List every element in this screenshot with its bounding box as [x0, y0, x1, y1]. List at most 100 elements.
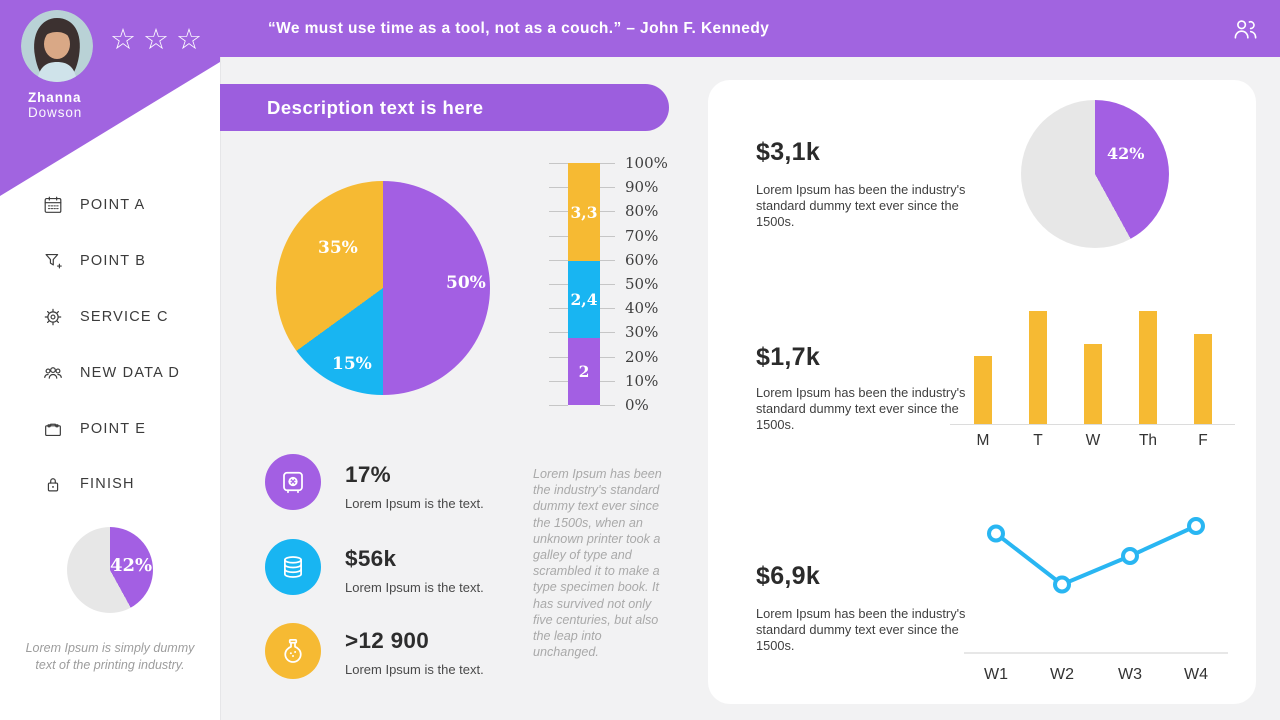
stacked-segment: 3,3 [568, 163, 600, 262]
gridline [549, 308, 568, 310]
section-value: $3,1k [756, 138, 821, 166]
data-point-W1 [987, 524, 1005, 543]
bar-M [974, 356, 992, 424]
gridline [600, 211, 615, 213]
gridline [549, 235, 568, 237]
sidebar-item-label: POINT B [80, 253, 147, 269]
stacked-segment: 2,4 [568, 261, 600, 338]
user-name: Zhanna Dowson [28, 90, 82, 120]
section-value: $1,7k [756, 343, 821, 371]
data-point-W4 [1187, 517, 1205, 535]
sidebar-pie-chart: 42% [67, 527, 153, 613]
sidebar-item-finish[interactable]: FINISH [42, 471, 135, 497]
safe-icon [283, 471, 303, 494]
gridline [549, 405, 568, 406]
gridline [600, 187, 615, 189]
sidebar-item-label: FINISH [80, 476, 135, 492]
axis-tick-label: 90% [625, 178, 659, 197]
gridline [600, 332, 615, 334]
axis-tick-label: 10% [625, 371, 659, 390]
line-category-label: W3 [1118, 666, 1142, 683]
gridline [549, 187, 568, 189]
stat-value: >12 900 [345, 628, 430, 653]
quote-text: “We must use time as a tool, not as a co… [268, 19, 770, 37]
bar-category-label: Th [1138, 432, 1158, 449]
description-banner: Description text is here [220, 84, 669, 131]
gridline [600, 259, 615, 261]
side-note-text: Lorem Ipsum has been the industry's stan… [533, 467, 662, 660]
section-text: Lorem Ipsum has been the industry's stan… [756, 182, 966, 229]
sidebar-item-label: POINT E [80, 421, 147, 437]
gridline [549, 163, 568, 164]
rating-stars: ☆☆☆ [110, 24, 209, 56]
gridline [549, 356, 568, 358]
gridline [600, 163, 615, 164]
line-category-label: W1 [984, 666, 1008, 683]
stat-icon-circle [265, 539, 321, 595]
axis-tick-label: 70% [625, 226, 659, 245]
weekly-line-chart: W1 W2 W3 W4 [950, 500, 1240, 700]
axis-tick-label: 80% [625, 202, 659, 221]
stat-value: $56k [345, 546, 397, 571]
sidebar: ☆☆☆ Zhanna Dowson POINT A POINT B [0, 0, 221, 720]
sidebar-item-service-c[interactable]: SERVICE C [42, 304, 169, 330]
sidebar-item-new-data-d[interactable]: NEW DATA D [42, 360, 180, 386]
gridline [549, 259, 568, 261]
stat-label: Lorem Ipsum is the text. [345, 496, 484, 511]
stat-label: Lorem Ipsum is the text. [345, 580, 484, 595]
users-icon [44, 367, 62, 379]
quote-bar: “We must use time as a tool, not as a co… [220, 0, 1280, 57]
lock-icon [47, 478, 59, 492]
flask-icon [284, 638, 302, 663]
bar-Th [1139, 311, 1157, 424]
line-series [994, 524, 1198, 587]
axis-tick-label: 30% [625, 323, 659, 342]
weekday-bar-chart: M T W Th F [950, 305, 1235, 455]
users-icon[interactable] [1230, 14, 1260, 44]
bar-category-label: T [1033, 432, 1043, 449]
gridline [600, 284, 615, 285]
section-value: $6,9k [756, 562, 821, 590]
bar-chart-baseline [950, 424, 1235, 425]
user-first-name: Zhanna [28, 90, 82, 105]
axis-tick-label: 0% [625, 395, 649, 414]
description-banner-title: Description text is here [267, 96, 484, 118]
sidebar-caption: Lorem Ipsum is simply dummy text of the … [25, 641, 195, 672]
user-last-name: Dowson [28, 105, 83, 120]
database-icon [284, 556, 302, 578]
sidebar-item-point-a[interactable]: POINT A [42, 192, 145, 218]
stat-value: 17% [345, 462, 391, 487]
stacked-segment: 2 [568, 337, 600, 405]
gridline [600, 308, 615, 310]
section-text: Lorem Ipsum has been the industry's stan… [756, 606, 966, 653]
sidebar-pie-value: 42% [110, 555, 153, 576]
data-point-W3 [1121, 547, 1139, 565]
axis-tick-label: 100% [625, 153, 668, 172]
line-category-label: W2 [1050, 666, 1074, 683]
distribution-pie-chart: 50% 15% 35% [276, 181, 490, 395]
axis-tick-label: 40% [625, 299, 659, 318]
briefcase-icon [45, 423, 61, 437]
sidebar-item-point-e[interactable]: POINT E [42, 416, 146, 442]
bar-W [1084, 343, 1102, 424]
bar-F [1194, 333, 1212, 424]
gridline [549, 211, 568, 213]
sidebar-item-label: NEW DATA D [80, 365, 181, 381]
bar-T [1029, 311, 1047, 424]
calendar-icon [44, 196, 62, 213]
section-text: Lorem Ipsum has been the industry's stan… [756, 385, 966, 432]
axis-tick-label: 60% [625, 250, 659, 269]
gridline [549, 332, 568, 334]
gear-icon [44, 308, 62, 326]
stat-label: Lorem Ipsum is the text. [345, 662, 484, 677]
pie-label-35: 35% [318, 238, 358, 258]
stat-icon-circle [265, 623, 321, 679]
axis-tick-label: 20% [625, 347, 659, 366]
stacked-bar-chart: 3,3 2,4 2 100% 90% 80% 70% 60% 50% 40% 30% 20% 10% 0… [545, 153, 675, 421]
funnel-icon [45, 253, 62, 269]
sidebar-item-label: POINT A [80, 197, 146, 213]
pie-label-50: 50% [446, 273, 486, 293]
gridline [600, 356, 615, 358]
sidebar-item-point-b[interactable]: POINT B [42, 248, 146, 274]
